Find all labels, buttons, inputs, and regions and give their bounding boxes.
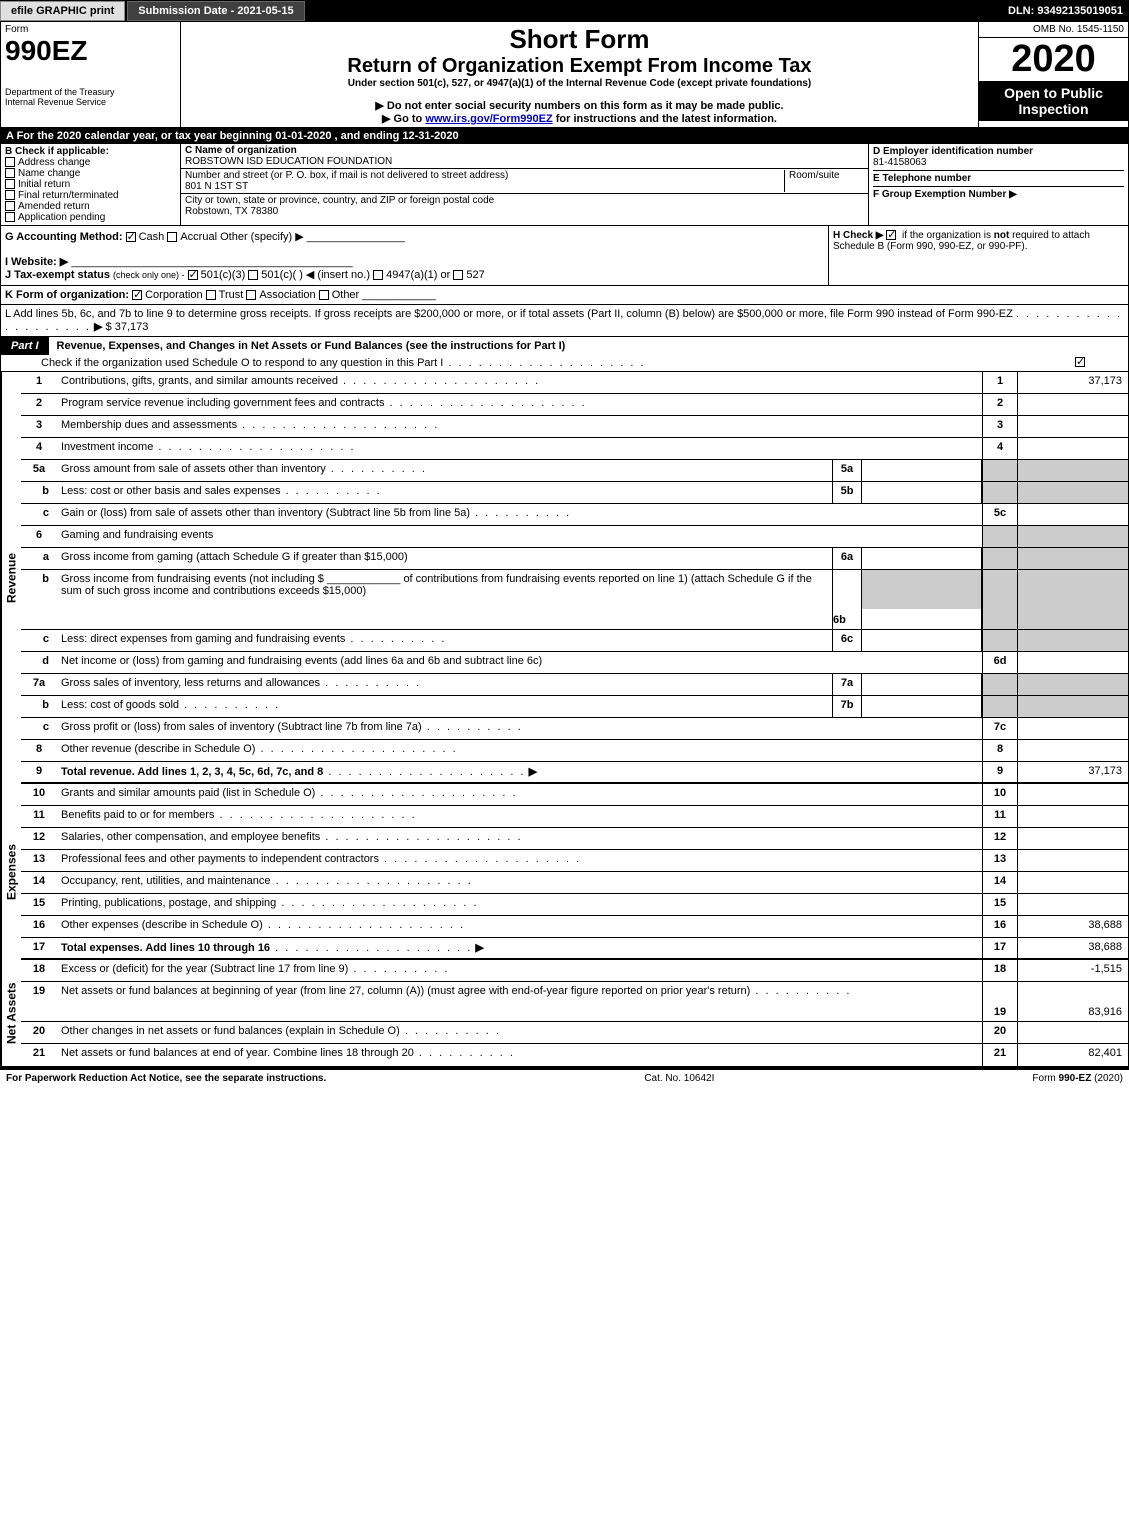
- initial-return-checkbox[interactable]: [5, 179, 15, 189]
- street-address: 801 N 1ST ST: [185, 181, 248, 192]
- omb-number: OMB No. 1545-1150: [979, 22, 1128, 38]
- section-k: K Form of organization: Corporation Trus…: [0, 286, 1129, 305]
- association-checkbox[interactable]: [246, 290, 256, 300]
- accrual-checkbox[interactable]: [167, 232, 177, 242]
- final-return-checkbox[interactable]: [5, 190, 15, 200]
- form-footer-label: Form 990-EZ (2020): [1032, 1073, 1123, 1084]
- revenue-section: Revenue 1Contributions, gifts, grants, a…: [0, 372, 1129, 784]
- line-21-value: 82,401: [1018, 1044, 1128, 1066]
- catalog-number: Cat. No. 10642I: [644, 1073, 714, 1084]
- net-assets-vlabel: Net Assets: [1, 960, 21, 1066]
- section-def: D Employer identification number 81-4158…: [868, 144, 1128, 225]
- section-b: B Check if applicable: Address change Na…: [1, 144, 181, 225]
- goto-line: ▶ Go to www.irs.gov/Form990EZ for instru…: [185, 112, 974, 125]
- expenses-vlabel: Expenses: [1, 784, 21, 960]
- line-2-value: [1018, 394, 1128, 415]
- tax-year-bar: A For the 2020 calendar year, or tax yea…: [0, 128, 1129, 144]
- name-change-checkbox[interactable]: [5, 168, 15, 178]
- gross-receipts-value: $ 37,173: [106, 321, 149, 333]
- line-12-value: [1018, 828, 1128, 849]
- form-header-table: Form 990EZ Department of the Treasury In…: [0, 22, 1129, 128]
- other-org-checkbox[interactable]: [319, 290, 329, 300]
- org-info-block: B Check if applicable: Address change Na…: [0, 144, 1129, 226]
- line-17-value: 38,688: [1018, 938, 1128, 958]
- line-16-value: 38,688: [1018, 916, 1128, 937]
- return-title: Return of Organization Exempt From Incom…: [185, 55, 974, 78]
- irs-label: Internal Revenue Service: [5, 97, 176, 107]
- section-l: L Add lines 5b, 6c, and 7b to line 9 to …: [0, 305, 1129, 337]
- line-13-value: [1018, 850, 1128, 871]
- trust-checkbox[interactable]: [206, 290, 216, 300]
- amended-return-checkbox[interactable]: [5, 201, 15, 211]
- part-i-check-line: Check if the organization used Schedule …: [0, 355, 1129, 372]
- line-14-value: [1018, 872, 1128, 893]
- line-7c-value: [1018, 718, 1128, 739]
- application-pending-checkbox[interactable]: [5, 212, 15, 222]
- line-11-value: [1018, 806, 1128, 827]
- address-change-checkbox[interactable]: [5, 157, 15, 167]
- group-exemption-label: F Group Exemption Number ▶: [873, 189, 1017, 200]
- line-1-value: 37,173: [1018, 372, 1128, 393]
- line-18-value: -1,515: [1018, 960, 1128, 981]
- under-section-text: Under section 501(c), 527, or 4947(a)(1)…: [185, 78, 974, 89]
- expenses-section: Expenses 10Grants and similar amounts pa…: [0, 784, 1129, 960]
- line-4-value: [1018, 438, 1128, 459]
- line-6d-value: [1018, 652, 1128, 673]
- section-g-h: G Accounting Method: Cash Accrual Other …: [0, 226, 1129, 286]
- open-to-public: Open to Public Inspection: [979, 81, 1128, 121]
- tax-year: 2020: [979, 38, 1128, 81]
- ssn-warning: ▶ Do not enter social security numbers o…: [185, 99, 974, 112]
- city-state-zip: Robstown, TX 78380: [185, 206, 278, 217]
- line-5c-value: [1018, 504, 1128, 525]
- schedule-o-checkbox[interactable]: [1075, 357, 1085, 367]
- line-9-value: 37,173: [1018, 762, 1128, 782]
- cash-checkbox[interactable]: [126, 232, 136, 242]
- page-footer: For Paperwork Reduction Act Notice, see …: [0, 1068, 1129, 1087]
- 4947-checkbox[interactable]: [373, 270, 383, 280]
- 501c3-checkbox[interactable]: [188, 270, 198, 280]
- org-name: ROBSTOWN ISD EDUCATION FOUNDATION: [185, 156, 392, 167]
- form-word: Form: [5, 24, 176, 35]
- corporation-checkbox[interactable]: [132, 290, 142, 300]
- top-bar: efile GRAPHIC print Submission Date - 20…: [0, 0, 1129, 22]
- net-assets-section: Net Assets 18Excess or (deficit) for the…: [0, 960, 1129, 1068]
- short-form-title: Short Form: [185, 24, 974, 55]
- room-suite-label: Room/suite: [784, 170, 864, 192]
- part-i-header: Part I Revenue, Expenses, and Changes in…: [0, 337, 1129, 355]
- dept-label: Department of the Treasury: [5, 87, 176, 97]
- submission-date-button[interactable]: Submission Date - 2021-05-15: [127, 1, 304, 21]
- revenue-vlabel: Revenue: [1, 372, 21, 784]
- telephone-label: E Telephone number: [873, 173, 971, 184]
- dln-label: DLN: 93492135019051: [1008, 0, 1129, 22]
- form-number: 990EZ: [5, 35, 176, 67]
- efile-print-button[interactable]: efile GRAPHIC print: [0, 1, 125, 21]
- 527-checkbox[interactable]: [453, 270, 463, 280]
- line-20-value: [1018, 1022, 1128, 1043]
- schedule-b-checkbox[interactable]: [886, 230, 896, 240]
- 501c-checkbox[interactable]: [248, 270, 258, 280]
- top-bar-left: efile GRAPHIC print Submission Date - 20…: [0, 0, 307, 22]
- line-15-value: [1018, 894, 1128, 915]
- paperwork-notice: For Paperwork Reduction Act Notice, see …: [6, 1073, 326, 1084]
- line-3-value: [1018, 416, 1128, 437]
- ein-value: 81-4158063: [873, 157, 926, 168]
- section-c: C Name of organization ROBSTOWN ISD EDUC…: [181, 144, 868, 225]
- line-10-value: [1018, 784, 1128, 805]
- line-19-value: 83,916: [1018, 982, 1128, 1021]
- irs-link[interactable]: www.irs.gov/Form990EZ: [425, 113, 552, 125]
- line-8-value: [1018, 740, 1128, 761]
